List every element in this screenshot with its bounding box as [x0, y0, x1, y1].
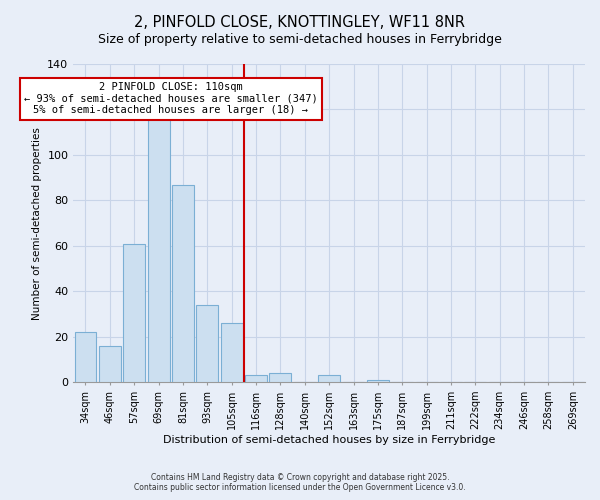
- Bar: [269, 373, 292, 382]
- Bar: [172, 184, 194, 382]
- Bar: [74, 332, 97, 382]
- Bar: [221, 323, 242, 382]
- Bar: [99, 346, 121, 383]
- Text: 2 PINFOLD CLOSE: 110sqm
← 93% of semi-detached houses are smaller (347)
5% of se: 2 PINFOLD CLOSE: 110sqm ← 93% of semi-de…: [24, 82, 317, 116]
- Text: Size of property relative to semi-detached houses in Ferrybridge: Size of property relative to semi-detach…: [98, 32, 502, 46]
- Bar: [196, 305, 218, 382]
- Text: 2, PINFOLD CLOSE, KNOTTINGLEY, WF11 8NR: 2, PINFOLD CLOSE, KNOTTINGLEY, WF11 8NR: [134, 15, 466, 30]
- Text: Contains HM Land Registry data © Crown copyright and database right 2025.
Contai: Contains HM Land Registry data © Crown c…: [134, 473, 466, 492]
- Bar: [318, 376, 340, 382]
- Bar: [367, 380, 389, 382]
- Y-axis label: Number of semi-detached properties: Number of semi-detached properties: [32, 126, 42, 320]
- Bar: [148, 114, 170, 382]
- X-axis label: Distribution of semi-detached houses by size in Ferrybridge: Distribution of semi-detached houses by …: [163, 435, 496, 445]
- Bar: [123, 244, 145, 382]
- Bar: [245, 376, 267, 382]
